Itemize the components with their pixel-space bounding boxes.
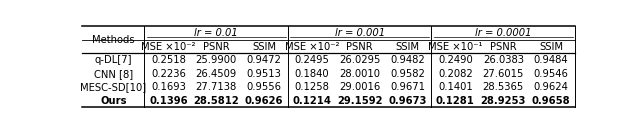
Text: 0.1258: 0.1258 [294, 82, 330, 92]
Text: 28.0010: 28.0010 [339, 69, 380, 79]
Text: 28.5365: 28.5365 [483, 82, 524, 92]
Text: 0.9482: 0.9482 [390, 55, 425, 65]
Text: 25.9900: 25.9900 [196, 55, 237, 65]
Text: CNN [8]: CNN [8] [94, 69, 133, 79]
Text: 0.9658: 0.9658 [532, 96, 570, 106]
Text: 0.1214: 0.1214 [292, 96, 332, 106]
Text: MSE ×10⁻²: MSE ×10⁻² [141, 42, 196, 52]
Text: 0.9624: 0.9624 [534, 82, 568, 92]
Text: 26.0295: 26.0295 [339, 55, 380, 65]
Text: SSIM: SSIM [252, 42, 276, 52]
Text: 29.0016: 29.0016 [339, 82, 380, 92]
Text: 0.1401: 0.1401 [438, 82, 473, 92]
Text: 0.1281: 0.1281 [436, 96, 475, 106]
Text: 0.1396: 0.1396 [149, 96, 188, 106]
Text: 26.0383: 26.0383 [483, 55, 524, 65]
Text: 26.4509: 26.4509 [196, 69, 237, 79]
Text: 0.2495: 0.2495 [294, 55, 330, 65]
Text: Methods: Methods [92, 35, 135, 45]
Text: PSNR: PSNR [203, 42, 230, 52]
Text: 0.9556: 0.9556 [246, 82, 282, 92]
Text: 0.1693: 0.1693 [151, 82, 186, 92]
Text: SSIM: SSIM [539, 42, 563, 52]
Text: 27.7138: 27.7138 [196, 82, 237, 92]
Text: 28.5812: 28.5812 [193, 96, 239, 106]
Text: lr = 0.001: lr = 0.001 [335, 28, 385, 38]
Text: SSIM: SSIM [396, 42, 420, 52]
Text: MSE ×10⁻²: MSE ×10⁻² [285, 42, 339, 52]
Text: 0.2082: 0.2082 [438, 69, 473, 79]
Text: Ours: Ours [100, 96, 127, 106]
Text: 0.9513: 0.9513 [246, 69, 282, 79]
Text: 0.9484: 0.9484 [534, 55, 568, 65]
Text: 27.6015: 27.6015 [483, 69, 524, 79]
Text: 0.9673: 0.9673 [388, 96, 427, 106]
Text: q-DL[7]: q-DL[7] [95, 55, 132, 65]
Text: 0.2490: 0.2490 [438, 55, 473, 65]
Text: 0.9472: 0.9472 [246, 55, 282, 65]
Text: lr = 0.01: lr = 0.01 [195, 28, 238, 38]
Text: MSE ×10⁻¹: MSE ×10⁻¹ [428, 42, 483, 52]
Text: 28.9253: 28.9253 [481, 96, 526, 106]
Text: 0.9546: 0.9546 [534, 69, 568, 79]
Text: 0.9582: 0.9582 [390, 69, 425, 79]
Text: 0.9626: 0.9626 [245, 96, 284, 106]
Text: 29.1592: 29.1592 [337, 96, 383, 106]
Text: PSNR: PSNR [490, 42, 516, 52]
Text: MESC-SD[10]: MESC-SD[10] [81, 82, 147, 92]
Text: 0.2518: 0.2518 [151, 55, 186, 65]
Text: PSNR: PSNR [346, 42, 373, 52]
Text: 0.2236: 0.2236 [151, 69, 186, 79]
Text: lr = 0.0001: lr = 0.0001 [475, 28, 531, 38]
Text: 0.9671: 0.9671 [390, 82, 425, 92]
Text: 0.1840: 0.1840 [294, 69, 329, 79]
